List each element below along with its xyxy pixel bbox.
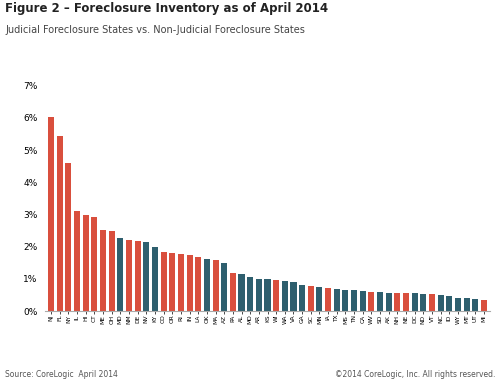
Bar — [368, 292, 374, 311]
Bar — [273, 280, 279, 311]
Bar — [403, 293, 409, 311]
Bar — [325, 288, 331, 311]
Bar — [230, 273, 236, 311]
Bar — [351, 290, 357, 311]
Bar — [464, 298, 469, 311]
Bar — [186, 255, 192, 311]
Bar — [238, 274, 244, 311]
Bar — [386, 293, 392, 311]
Text: Source: CoreLogic  April 2014: Source: CoreLogic April 2014 — [5, 370, 118, 379]
Bar — [108, 231, 114, 311]
Bar — [160, 252, 166, 311]
Bar — [299, 286, 305, 311]
Bar — [204, 259, 210, 311]
Bar — [221, 263, 227, 311]
Text: ©2014 CoreLogic, Inc. All rights reserved.: ©2014 CoreLogic, Inc. All rights reserve… — [334, 370, 495, 379]
Bar — [247, 277, 253, 311]
Bar — [316, 287, 322, 311]
Bar — [144, 242, 150, 311]
Bar — [118, 238, 124, 311]
Bar — [126, 240, 132, 311]
Bar — [334, 289, 340, 311]
Bar — [56, 135, 62, 311]
Bar — [100, 230, 106, 311]
Bar — [82, 214, 88, 311]
Bar — [438, 295, 444, 311]
Bar — [195, 257, 202, 311]
Text: Figure 2 – Foreclosure Inventory as of April 2014: Figure 2 – Foreclosure Inventory as of A… — [5, 2, 328, 15]
Bar — [446, 296, 452, 311]
Bar — [92, 217, 98, 311]
Bar — [169, 252, 175, 311]
Bar — [420, 294, 426, 311]
Bar — [264, 279, 270, 311]
Bar — [178, 254, 184, 311]
Bar — [290, 282, 296, 311]
Bar — [282, 280, 288, 311]
Bar — [308, 286, 314, 311]
Bar — [394, 293, 400, 311]
Bar — [342, 289, 348, 311]
Text: Judicial Foreclosure States vs. Non-Judicial Foreclosure States: Judicial Foreclosure States vs. Non-Judi… — [5, 25, 305, 35]
Bar — [429, 294, 435, 311]
Bar — [377, 292, 383, 311]
Bar — [48, 117, 54, 311]
Bar — [134, 241, 140, 311]
Bar — [481, 300, 487, 311]
Bar — [66, 163, 71, 311]
Bar — [152, 247, 158, 311]
Bar — [455, 298, 461, 311]
Bar — [212, 260, 218, 311]
Bar — [256, 279, 262, 311]
Bar — [472, 299, 478, 311]
Bar — [74, 211, 80, 311]
Bar — [360, 291, 366, 311]
Bar — [412, 293, 418, 311]
